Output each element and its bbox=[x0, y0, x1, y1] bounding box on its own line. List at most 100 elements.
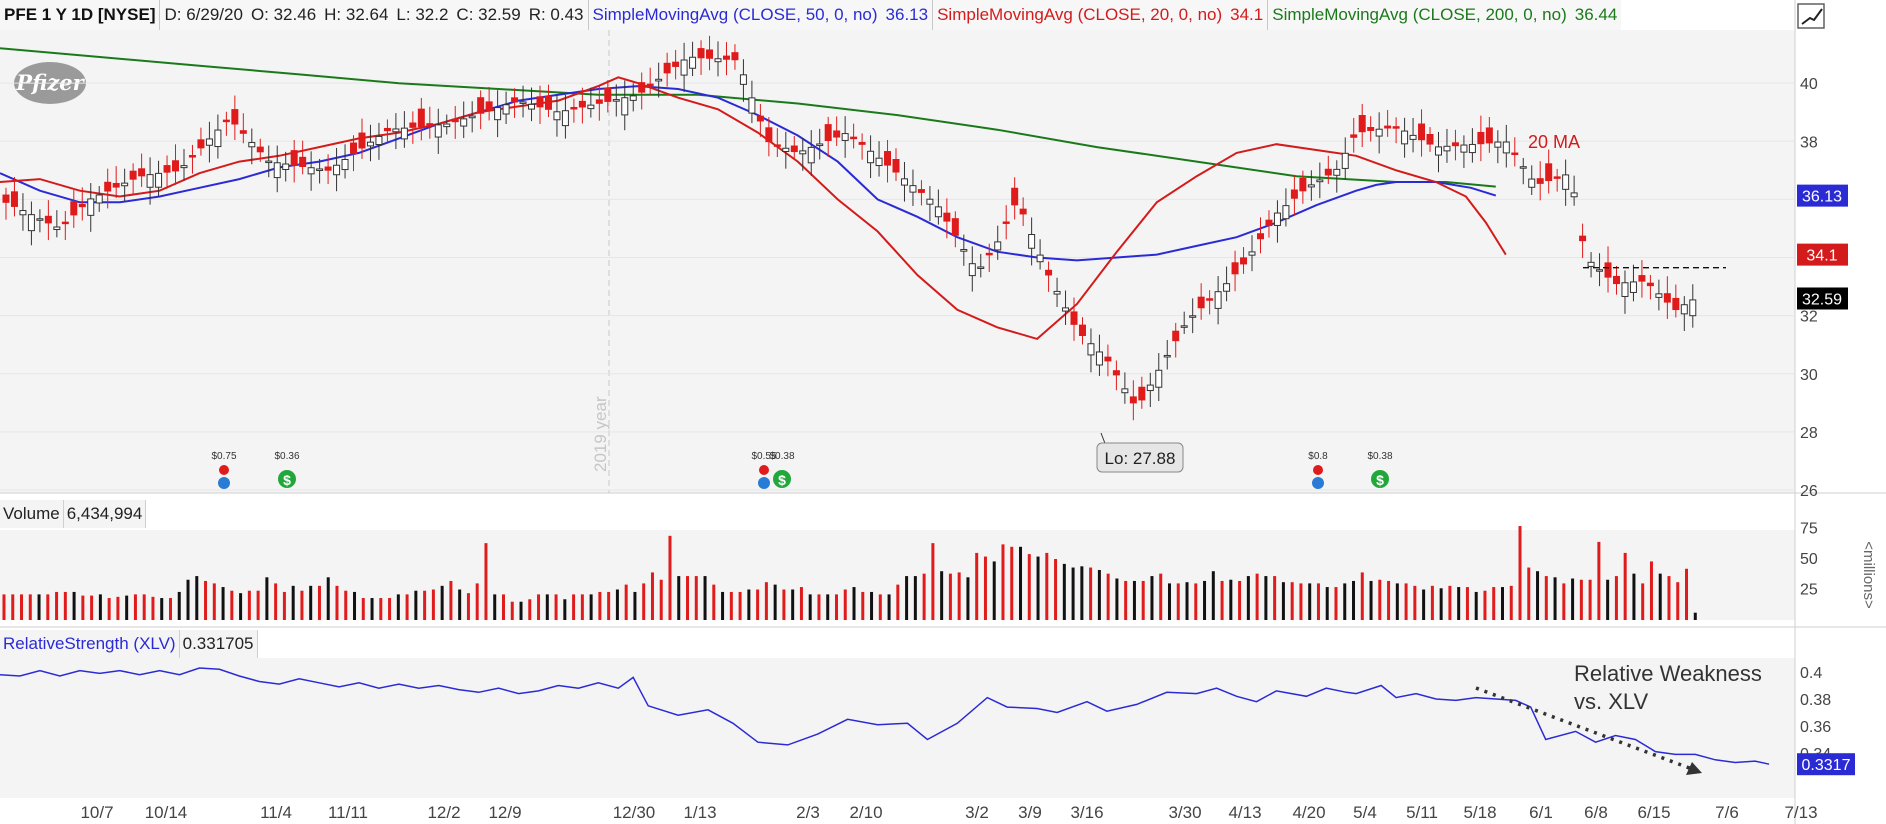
volume-bar bbox=[204, 580, 208, 620]
candle-body bbox=[1451, 142, 1459, 147]
volume-bar bbox=[142, 594, 146, 620]
sma200-label[interactable]: SimpleMovingAvg (CLOSE, 200, 0, no) bbox=[1272, 5, 1567, 24]
volume-bar bbox=[1290, 582, 1294, 620]
candle-body bbox=[299, 156, 307, 167]
candle-body bbox=[604, 87, 612, 102]
candle-body bbox=[934, 206, 942, 218]
earnings-icon[interactable] bbox=[1313, 465, 1323, 475]
dividend-icon[interactable] bbox=[1371, 470, 1389, 488]
candle-body bbox=[807, 146, 815, 164]
date-tick-label: 3/16 bbox=[1070, 803, 1103, 822]
volume-bar bbox=[1606, 579, 1610, 620]
candle-body bbox=[756, 115, 764, 122]
date-tick-label: 4/20 bbox=[1292, 803, 1325, 822]
date-value: D: 6/29/20 bbox=[164, 5, 243, 24]
candle-body bbox=[909, 185, 917, 193]
info-icon[interactable] bbox=[758, 477, 770, 489]
candle-body bbox=[443, 123, 451, 128]
volume-bar bbox=[1080, 566, 1084, 620]
volume-bar bbox=[1019, 546, 1023, 620]
volume-bar bbox=[256, 590, 260, 620]
candle-body bbox=[231, 109, 239, 125]
volume-bar bbox=[1667, 576, 1671, 620]
candle-body bbox=[1536, 178, 1544, 184]
candle-body bbox=[1587, 261, 1595, 267]
candle-body bbox=[460, 118, 468, 127]
candle-body bbox=[1392, 126, 1400, 129]
date-tick-label: 12/2 bbox=[427, 803, 460, 822]
sma20-label[interactable]: SimpleMovingAvg (CLOSE, 20, 0, no) bbox=[937, 5, 1223, 24]
event-label: $0.36 bbox=[274, 451, 299, 462]
volume-bar bbox=[1281, 582, 1285, 620]
volume-label[interactable]: Volume bbox=[0, 500, 64, 528]
candle-body bbox=[44, 215, 52, 224]
volume-bar bbox=[1010, 546, 1014, 620]
volume-bar bbox=[1518, 526, 1522, 620]
volume-bar bbox=[1509, 585, 1513, 620]
volume-bar bbox=[756, 589, 760, 620]
earnings-icon[interactable] bbox=[759, 465, 769, 475]
candle-body bbox=[316, 168, 324, 172]
candle-body bbox=[1121, 388, 1129, 394]
symbol-label[interactable]: PFE 1 Y 1D [NYSE] bbox=[4, 5, 156, 24]
price-badge bbox=[1797, 243, 1848, 266]
earnings-icon[interactable] bbox=[219, 465, 229, 475]
candle-body bbox=[1621, 282, 1629, 297]
volume-bar bbox=[773, 584, 777, 620]
info-icon[interactable] bbox=[1312, 477, 1324, 489]
sma20-value: 34.1 bbox=[1230, 5, 1264, 24]
candle-body bbox=[2, 194, 10, 203]
volume-bar bbox=[650, 572, 654, 620]
dividend-icon[interactable] bbox=[278, 470, 296, 488]
dividend-icon[interactable] bbox=[773, 470, 791, 488]
volume-bar bbox=[957, 572, 961, 620]
volume-bar bbox=[1264, 576, 1268, 620]
candle-body bbox=[884, 151, 892, 166]
candle-body bbox=[121, 182, 129, 187]
svg-text:Pfizer: Pfizer bbox=[15, 70, 85, 95]
series-line bbox=[0, 85, 1497, 262]
volume-bar bbox=[195, 576, 199, 620]
candle-body bbox=[392, 128, 400, 133]
volume-bar bbox=[1062, 563, 1066, 620]
date-tick-label: 11/11 bbox=[328, 803, 368, 822]
candle-body bbox=[561, 110, 569, 127]
volume-bar bbox=[37, 594, 41, 620]
candle-body bbox=[1240, 257, 1248, 265]
volume-bar bbox=[1360, 572, 1364, 620]
drawing-tool-icon[interactable] bbox=[1796, 2, 1828, 30]
candle-body bbox=[434, 124, 442, 138]
volume-bar bbox=[624, 584, 628, 620]
volume-bar bbox=[1176, 583, 1180, 620]
volume-bar bbox=[63, 591, 67, 620]
candle-body bbox=[78, 203, 86, 208]
volume-bar bbox=[572, 594, 576, 620]
volume-bar bbox=[1676, 582, 1680, 620]
volume-bar bbox=[747, 589, 751, 620]
volume-bar bbox=[948, 573, 952, 620]
candle-body bbox=[1307, 184, 1315, 188]
candle-body bbox=[1646, 282, 1654, 287]
date-tick-label: 2/3 bbox=[796, 803, 820, 822]
candlestick-series bbox=[2, 35, 1697, 421]
volume-bar bbox=[282, 591, 286, 620]
date-axis: 10/7 10/14 11/4 11/11 12/2 12/9 12/30 1/13 2/3 2/… bbox=[80, 803, 1817, 822]
volume-bar bbox=[1089, 567, 1093, 620]
candle-body bbox=[1341, 152, 1349, 169]
candle-body bbox=[1528, 178, 1536, 188]
volume-bar bbox=[1492, 587, 1496, 620]
candle-body bbox=[494, 107, 502, 121]
rs-value: 0.331705 bbox=[180, 630, 258, 658]
volume-bar bbox=[370, 598, 374, 620]
candle-body bbox=[850, 136, 858, 140]
volume-bar bbox=[1474, 591, 1478, 620]
candle-body bbox=[824, 124, 832, 141]
volume-bar bbox=[344, 590, 348, 620]
sma50-label[interactable]: SimpleMovingAvg (CLOSE, 50, 0, no) bbox=[592, 5, 878, 24]
info-icon[interactable] bbox=[218, 477, 230, 489]
rs-label[interactable]: RelativeStrength (XLV) bbox=[0, 630, 180, 658]
volume-bar bbox=[1536, 571, 1540, 620]
candle-body bbox=[680, 59, 688, 76]
volume-bar bbox=[826, 594, 830, 620]
candle-body bbox=[1443, 145, 1451, 152]
